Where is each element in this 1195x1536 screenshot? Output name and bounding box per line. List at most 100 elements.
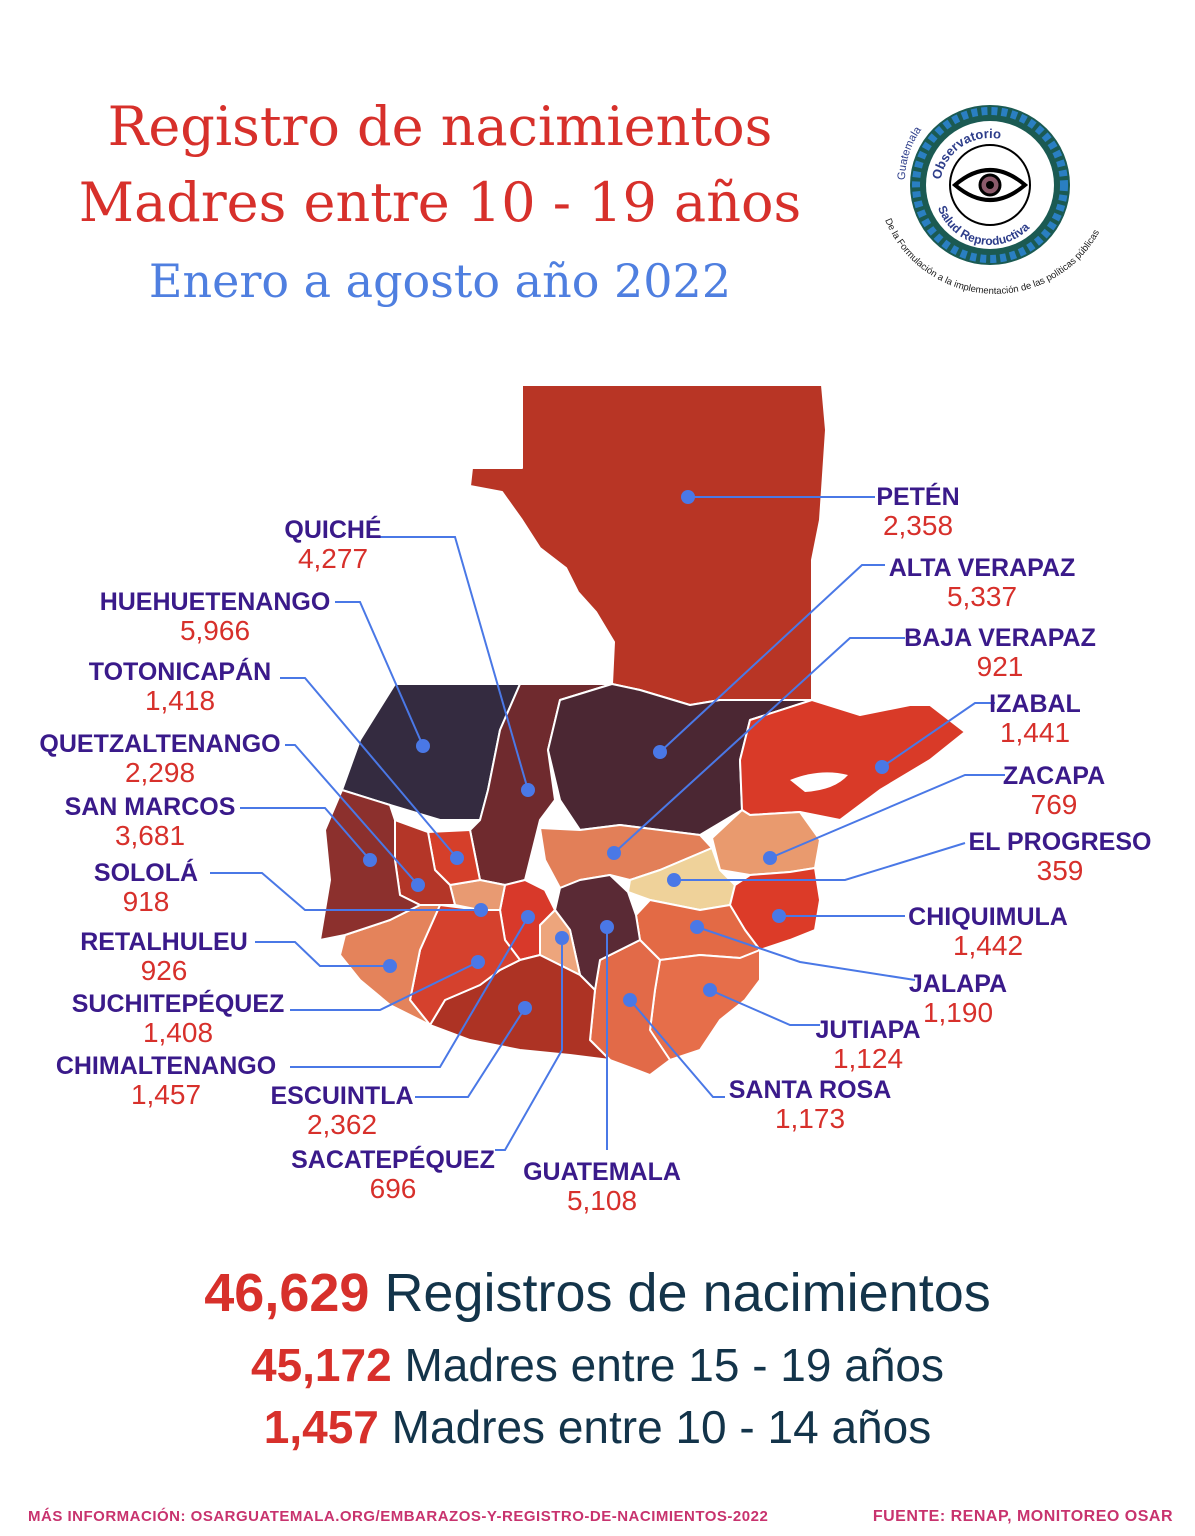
title-line-1: Registro de nacimientos (107, 95, 773, 158)
value-zacapa: 769 (1031, 789, 1078, 820)
value-huehuetenango: 5,966 (180, 615, 250, 646)
label-jalapa: JALAPA (909, 970, 1007, 998)
leader-line-jutiapa (709, 989, 820, 1026)
leader-line-sacatepequez (495, 938, 563, 1151)
more-info-link[interactable]: MÁS INFORMACIÓN: OSARGUATEMALA.ORG/EMBAR… (28, 1508, 769, 1525)
leader-line-quetzaltenango (285, 744, 419, 886)
leader-line-san-marcos (240, 807, 371, 861)
eye-icon (951, 168, 1029, 202)
dot-huehuetenango (416, 739, 430, 753)
dot-escuintla (518, 1001, 532, 1015)
total-label: Registros de nacimientos (384, 1263, 991, 1323)
dot-quetzaltenango (411, 878, 425, 892)
age-10-14-row: 1,457 Madres entre 10 - 14 años (0, 1400, 1195, 1454)
label-alta-verapaz: ALTA VERAPAZ (889, 554, 1076, 582)
leader-line-solola (210, 872, 481, 911)
label-totonicapan: TOTONICAPÁN (89, 657, 271, 686)
label-zacapa: ZACAPA (1003, 762, 1105, 790)
leader-line-suchitepequez (290, 961, 479, 1011)
region-zacapa[interactable] (711, 809, 821, 876)
label-baja-verapaz: BAJA VERAPAZ (904, 624, 1096, 652)
dot-retalhuleu (383, 959, 397, 973)
value-alta-verapaz: 5,337 (947, 581, 1017, 612)
value-san-marcos: 3,681 (115, 820, 185, 851)
dot-izabal (875, 760, 889, 774)
source-note: FUENTE: RENAP, MONITOREO OSAR (872, 1508, 1173, 1525)
value-chiquimula: 1,442 (953, 930, 1023, 961)
dot-quiche (521, 783, 535, 797)
dot-jutiapa (703, 983, 717, 997)
subtitle: Enero a agosto año 2022 (148, 254, 732, 308)
value-quetzaltenango: 2,298 (125, 757, 195, 788)
label-peten: PETÉN (876, 482, 959, 511)
label-chimaltenango: CHIMALTENANGO (56, 1052, 276, 1080)
dot-peten (681, 490, 695, 504)
value-chimaltenango: 1,457 (131, 1079, 201, 1110)
value-santa-rosa: 1,173 (775, 1103, 845, 1134)
value-suchitepequez: 1,408 (143, 1017, 213, 1048)
dot-sacatepequez (555, 931, 569, 945)
leader-line-santa-rosa (629, 999, 725, 1098)
dot-alta-verapaz (653, 745, 667, 759)
leader-line-totonicapan (280, 677, 458, 859)
value-retalhuleu: 926 (141, 955, 188, 986)
label-huehuetenango: HUEHUETENANGO (100, 588, 331, 616)
value-quiche: 4,277 (298, 543, 368, 574)
leader-line-retalhuleu (255, 941, 390, 967)
label-guatemala: GUATEMALA (523, 1158, 681, 1186)
dot-guatemala (600, 920, 614, 934)
label-suchitepequez: SUCHITEPÉQUEZ (72, 989, 285, 1018)
dot-el-progreso (667, 873, 681, 887)
lake-izabal (790, 772, 848, 792)
value-peten: 2,358 (883, 510, 953, 541)
age-15-19-label: Madres entre 15 - 19 años (404, 1339, 945, 1391)
value-sacatepequez: 696 (370, 1173, 417, 1204)
dot-baja-verapaz (607, 846, 621, 860)
region-peten[interactable] (469, 384, 827, 706)
dot-zacapa (763, 851, 777, 865)
leader-line-zacapa (769, 774, 1005, 859)
label-jutiapa: JUTIAPA (815, 1016, 920, 1044)
dot-santa-rosa (623, 993, 637, 1007)
value-baja-verapaz: 921 (977, 651, 1024, 682)
label-el-progreso: EL PROGRESO (969, 828, 1152, 856)
value-escuintla: 2,362 (307, 1109, 377, 1140)
label-san-marcos: SAN MARCOS (65, 793, 236, 821)
age-15-19-row: 45,172 Madres entre 15 - 19 años (0, 1338, 1195, 1392)
osar-logo: Guatemala Observatorio Salud Reproductiv… (882, 105, 1102, 297)
value-totonicapan: 1,418 (145, 685, 215, 716)
dot-san-marcos (363, 853, 377, 867)
total-value: 46,629 (204, 1263, 370, 1323)
label-chiquimula: CHIQUIMULA (908, 903, 1068, 931)
value-izabal: 1,441 (1000, 717, 1070, 748)
leader-line-el-progreso (674, 842, 966, 881)
region-izabal[interactable] (739, 699, 966, 821)
value-jutiapa: 1,124 (833, 1043, 903, 1074)
title-line-2: Madres entre 10 - 19 años (78, 171, 802, 234)
age-10-14-value: 1,457 (263, 1401, 379, 1453)
age-10-14-label: Madres entre 10 - 14 años (391, 1401, 932, 1453)
leader-line-jalapa (696, 926, 916, 981)
label-retalhuleu: RETALHULEU (80, 928, 248, 956)
label-solola: SOLOLÁ (94, 858, 198, 887)
value-guatemala: 5,108 (567, 1185, 637, 1216)
dot-chimaltenango (521, 910, 535, 924)
dot-solola (474, 903, 488, 917)
leader-line-huehuetenango (335, 601, 424, 747)
value-el-progreso: 359 (1037, 855, 1084, 886)
leader-line-chimaltenango (290, 916, 529, 1068)
value-solola: 918 (123, 886, 170, 917)
dot-totonicapan (450, 851, 464, 865)
leader-line-escuintla (415, 1007, 526, 1098)
dot-suchitepequez (471, 955, 485, 969)
dot-chiquimula (772, 909, 786, 923)
leader-line-alta-verapaz (659, 564, 885, 753)
label-santa-rosa: SANTA ROSA (729, 1076, 892, 1104)
leader-line-izabal (881, 702, 995, 768)
value-jalapa: 1,190 (923, 997, 993, 1028)
label-sacatepequez: SACATEPÉQUEZ (291, 1145, 495, 1174)
label-izabal: IZABAL (989, 690, 1081, 718)
label-quetzaltenango: QUETZALTENANGO (39, 730, 280, 758)
age-15-19-value: 45,172 (250, 1339, 392, 1391)
